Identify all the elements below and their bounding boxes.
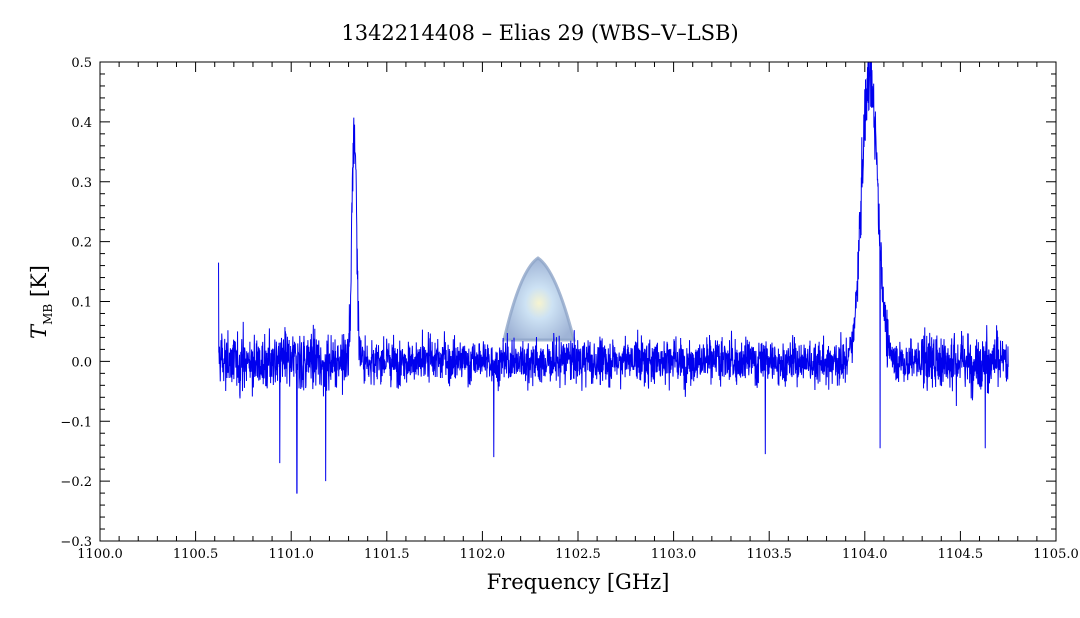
- x-tick-label: 1105.0: [1033, 547, 1079, 562]
- herschel-watermark-icon: [502, 256, 576, 342]
- x-tick-label: 1103.0: [651, 547, 697, 562]
- plot-frame: [99, 61, 1057, 542]
- x-tick-label: 1104.0: [842, 547, 888, 562]
- y-tick-label: −0.3: [60, 535, 92, 550]
- x-tick-label: 1102.5: [555, 547, 601, 562]
- x-tick-label: 1104.5: [938, 547, 984, 562]
- axis-tick-labels: 1100.0 1100.5 1101.0 1101.5 1102.0 1102.5 1103…: [60, 56, 1078, 562]
- y-tick-label: 0.4: [71, 116, 92, 131]
- axis-ticks: [99, 61, 1057, 542]
- x-tick-label: 1102.0: [460, 547, 506, 562]
- y-axis-label-subscript: MB: [41, 304, 55, 325]
- y-axis-label: TMB [K]: [27, 265, 55, 339]
- x-tick-label: 1101.5: [364, 547, 410, 562]
- watermark: [502, 256, 576, 342]
- svg-text:TMB [K]: TMB [K]: [27, 265, 55, 339]
- y-tick-label: 0.2: [71, 236, 92, 251]
- y-tick-label: 0.1: [71, 296, 92, 311]
- x-tick-label: 1103.5: [746, 547, 792, 562]
- y-tick-label: −0.1: [60, 415, 92, 430]
- y-tick-label: −0.2: [60, 475, 92, 490]
- x-tick-label: 1100.5: [173, 547, 219, 562]
- x-tick-label: 1101.0: [268, 547, 314, 562]
- chart-title: 1342214408 – Elias 29 (WBS–V–LSB): [341, 21, 738, 45]
- y-axis-label-unit: [K]: [27, 265, 51, 297]
- y-axis-label-symbol: T: [27, 323, 51, 339]
- x-axis-label: Frequency [GHz]: [487, 570, 670, 594]
- y-tick-label: 0.5: [71, 56, 92, 71]
- y-tick-label: 0.3: [71, 176, 92, 191]
- x-tick-label: 1100.0: [77, 547, 123, 562]
- y-tick-label: 0.0: [71, 355, 92, 370]
- spectrum-series-line: [218, 61, 1009, 494]
